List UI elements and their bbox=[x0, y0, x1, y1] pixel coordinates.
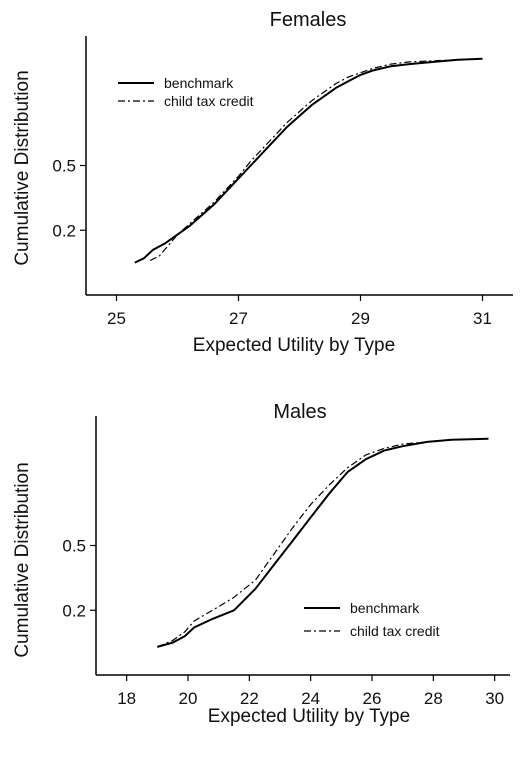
females-y-tick-label: 0.5 bbox=[52, 157, 76, 176]
males-y-axis-label: Cumulative Distribution bbox=[12, 462, 33, 657]
males-x-tick-label: 30 bbox=[485, 689, 504, 708]
females-y-axis-label: Cumulative Distribution bbox=[12, 70, 33, 265]
males-legend-child-tax-credit: child tax credit bbox=[350, 623, 440, 639]
females-x-ticks: 25 27 29 31 bbox=[107, 295, 492, 328]
females-legend-child-tax-credit: child tax credit bbox=[164, 93, 254, 109]
females-y-tick-label: 0.2 bbox=[52, 221, 76, 240]
males-x-tick-label: 24 bbox=[301, 689, 320, 708]
males-y-tick-label: 0.2 bbox=[62, 601, 86, 620]
males-x-tick-label: 20 bbox=[179, 689, 198, 708]
males-x-tick-label: 18 bbox=[117, 689, 136, 708]
females-y-ticks: 0.2 0.5 bbox=[52, 157, 86, 240]
males-x-axis-label: Expected Utility by Type bbox=[208, 706, 410, 727]
males-y-tick-label: 0.5 bbox=[62, 537, 86, 556]
males-series bbox=[157, 437, 489, 648]
females-series-line-child-tax-credit bbox=[149, 58, 483, 262]
females-chart-title: Females bbox=[270, 9, 347, 31]
males-x-tick-label: 28 bbox=[424, 689, 443, 708]
males-legend: benchmark child tax credit bbox=[304, 600, 440, 639]
females-x-axis-label: Expected Utility by Type bbox=[193, 335, 395, 356]
males-series-line-child-tax-credit bbox=[157, 438, 489, 648]
females-series bbox=[134, 57, 483, 264]
males-x-ticks: 18 20 22 24 26 28 30 bbox=[117, 675, 504, 708]
females-x-tick-label: 25 bbox=[107, 309, 126, 328]
females-x-tick-label: 31 bbox=[473, 309, 492, 328]
females-legend-benchmark: benchmark bbox=[164, 75, 234, 91]
males-legend-benchmark: benchmark bbox=[350, 600, 420, 616]
males-chart: Males 18 20 22 24 26 28 30 0.2 0.5 Expected Uti… bbox=[12, 401, 510, 727]
males-y-ticks: 0.2 0.5 bbox=[62, 537, 96, 620]
females-chart: Females 25 27 29 31 0.2 0.5 Expected Utility… bbox=[12, 9, 513, 356]
females-legend: benchmark child tax credit bbox=[118, 75, 254, 109]
males-x-tick-label: 22 bbox=[240, 689, 259, 708]
males-series-line-benchmark bbox=[157, 437, 489, 648]
males-x-tick-label: 26 bbox=[363, 689, 382, 708]
females-x-tick-label: 27 bbox=[229, 309, 248, 328]
males-chart-title: Males bbox=[273, 401, 326, 423]
females-x-tick-label: 29 bbox=[351, 309, 370, 328]
